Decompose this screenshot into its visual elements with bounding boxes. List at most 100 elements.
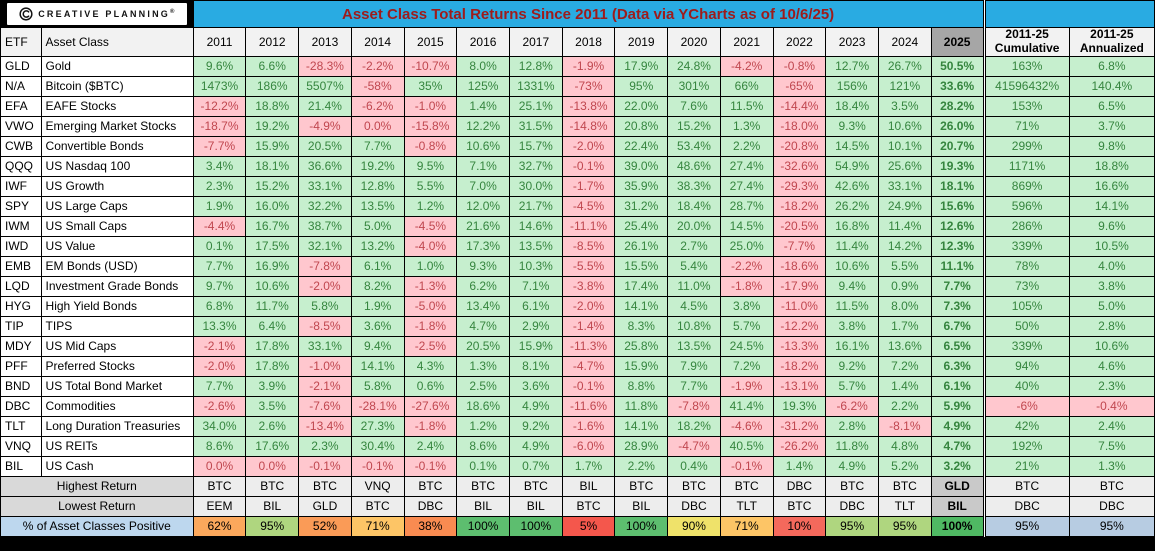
return-cell-2014: 3.6% [350, 315, 405, 337]
return-cell-2023: 5.7% [825, 375, 879, 397]
lowest-return-row: Lowest Return EEM BIL GLD BTC DBC BIL BIL BTC BIL… [0, 495, 1155, 517]
annualized-return-cell: 4.0% [1068, 255, 1155, 277]
return-cell-2014: 13.2% [350, 235, 405, 257]
creative-planning-c-icon [19, 7, 33, 21]
return-cell-2013: -7.6% [298, 395, 352, 417]
lowest-return-row-cell-2020: DBC [667, 495, 721, 517]
return-cell-2018: -73% [561, 75, 616, 97]
asset-class-name: EM Bonds (USD) [40, 255, 194, 277]
return-cell-2019: 2.2% [614, 455, 669, 477]
return-cell-2019: 11.8% [614, 395, 669, 417]
pct-positive-row-label: % of Asset Classes Positive [0, 515, 194, 537]
col-header-year-2012: 2012 [245, 27, 300, 57]
return-cell-2025: 20.7% [930, 135, 985, 157]
return-cell-2014: 1.9% [350, 295, 405, 317]
return-cell-2023: 156% [825, 75, 879, 97]
return-cell-2020: 13.5% [667, 335, 721, 357]
return-cell-2017: 1331% [508, 75, 563, 97]
logo-cell: CREATIVE PLANNING® [0, 0, 194, 28]
return-cell-2018: 1.7% [561, 455, 616, 477]
return-cell-2023: 16.8% [825, 215, 879, 237]
return-cell-2018: -3.8% [561, 275, 616, 297]
return-cell-2021: -2.2% [719, 255, 774, 277]
return-cell-2012: 15.9% [245, 135, 300, 157]
return-cell-2018: -0.1% [561, 375, 616, 397]
cumulative-return-cell: 73% [982, 275, 1070, 297]
return-cell-2018: -14.8% [561, 115, 616, 137]
return-cell-2012: 6.4% [245, 315, 300, 337]
highest-return-row-cell-2012: BTC [245, 475, 300, 497]
return-cell-2021: -0.1% [719, 455, 774, 477]
return-cell-2019: 25.8% [614, 335, 669, 357]
return-cell-2019: 31.2% [614, 195, 669, 217]
return-cell-2020: 10.8% [667, 315, 721, 337]
pct-positive-row-cell-2025: 100% [930, 515, 985, 537]
return-cell-2013: 32.2% [298, 195, 352, 217]
return-cell-2021: 24.5% [719, 335, 774, 357]
asset-row-na: N/A Bitcoin ($BTC) 1473% 186% 5507% -58% 35% 12… [0, 75, 1155, 97]
return-cell-2014: 9.4% [350, 335, 405, 357]
col-header-year-2011: 2011 [192, 27, 247, 57]
cumulative-return-cell: 50% [982, 315, 1070, 337]
return-cell-2011: -2.6% [192, 395, 247, 417]
pct-positive-row-cell-2017: 100% [508, 515, 563, 537]
return-cell-2017: 30.0% [508, 175, 563, 197]
col-header-etf: ETF [0, 27, 42, 57]
return-cell-2017: 12.8% [508, 55, 563, 77]
return-cell-2024: 5.5% [877, 255, 932, 277]
return-cell-2018: -1.4% [561, 315, 616, 337]
asset-class-name: US REITs [40, 435, 194, 457]
return-cell-2018: -13.8% [561, 95, 616, 117]
return-cell-2020: 301% [667, 75, 721, 97]
asset-class-name: Long Duration Treasuries [40, 415, 194, 437]
etf-ticker: BIL [0, 455, 42, 477]
return-cell-2021: -1.8% [719, 275, 774, 297]
etf-ticker: IWM [0, 215, 42, 237]
asset-class-name: Bitcoin ($BTC) [40, 75, 194, 97]
return-cell-2022: 1.4% [772, 455, 827, 477]
return-cell-2016: 1.2% [456, 415, 510, 437]
return-cell-2015: 9.5% [403, 155, 458, 177]
return-cell-2024: 8.0% [877, 295, 932, 317]
return-cell-2017: 31.5% [508, 115, 563, 137]
return-cell-2012: 2.6% [245, 415, 300, 437]
return-cell-2024: 7.2% [877, 355, 932, 377]
asset-class-name: Emerging Market Stocks [40, 115, 194, 137]
return-cell-2015: -15.8% [403, 115, 458, 137]
return-cell-2019: 8.8% [614, 375, 669, 397]
annualized-return-cell: 6.5% [1068, 95, 1155, 117]
return-cell-2022: -31.2% [772, 415, 827, 437]
return-cell-2021: 1.3% [719, 115, 774, 137]
return-cell-2011: 13.3% [192, 315, 247, 337]
return-cell-2011: 34.0% [192, 415, 247, 437]
cumulative-return-cell: 21% [982, 455, 1070, 477]
asset-row-efa: EFA EAFE Stocks -12.2% 18.8% 21.4% -6.2% -1.0%… [0, 95, 1155, 117]
lowest-return-row-cell-2013: GLD [298, 495, 352, 517]
return-cell-2022: -14.4% [772, 95, 827, 117]
cumulative-return-cell: 339% [982, 235, 1070, 257]
etf-ticker: SPY [0, 195, 42, 217]
col-header-year-2017: 2017 [508, 27, 563, 57]
asset-class-name: Convertible Bonds [40, 135, 194, 157]
return-cell-2014: 5.8% [350, 375, 405, 397]
return-cell-2014: -28.1% [350, 395, 405, 417]
return-cell-2012: 10.6% [245, 275, 300, 297]
return-cell-2015: 0.6% [403, 375, 458, 397]
return-cell-2023: 9.2% [825, 355, 879, 377]
return-cell-2022: -7.7% [772, 235, 827, 257]
return-cell-2023: 2.8% [825, 415, 879, 437]
return-cell-2015: -2.5% [403, 335, 458, 357]
return-cell-2019: 22.4% [614, 135, 669, 157]
return-cell-2013: 2.3% [298, 435, 352, 457]
return-cell-2013: 20.5% [298, 135, 352, 157]
return-cell-2023: -6.2% [825, 395, 879, 417]
return-cell-2017: 10.3% [508, 255, 563, 277]
highest-return-row-cumulative: BTC [982, 475, 1070, 497]
return-cell-2022: 19.3% [772, 395, 827, 417]
return-cell-2020: 53.4% [667, 135, 721, 157]
asset-row-gld: GLD Gold 9.6% 6.6% -28.3% -2.2% -10.7% 8.0% 12.8… [0, 55, 1155, 77]
return-cell-2019: 39.0% [614, 155, 669, 177]
return-cell-2022: -11.0% [772, 295, 827, 317]
return-cell-2020: 18.2% [667, 415, 721, 437]
asset-class-name: US Nasdaq 100 [40, 155, 194, 177]
